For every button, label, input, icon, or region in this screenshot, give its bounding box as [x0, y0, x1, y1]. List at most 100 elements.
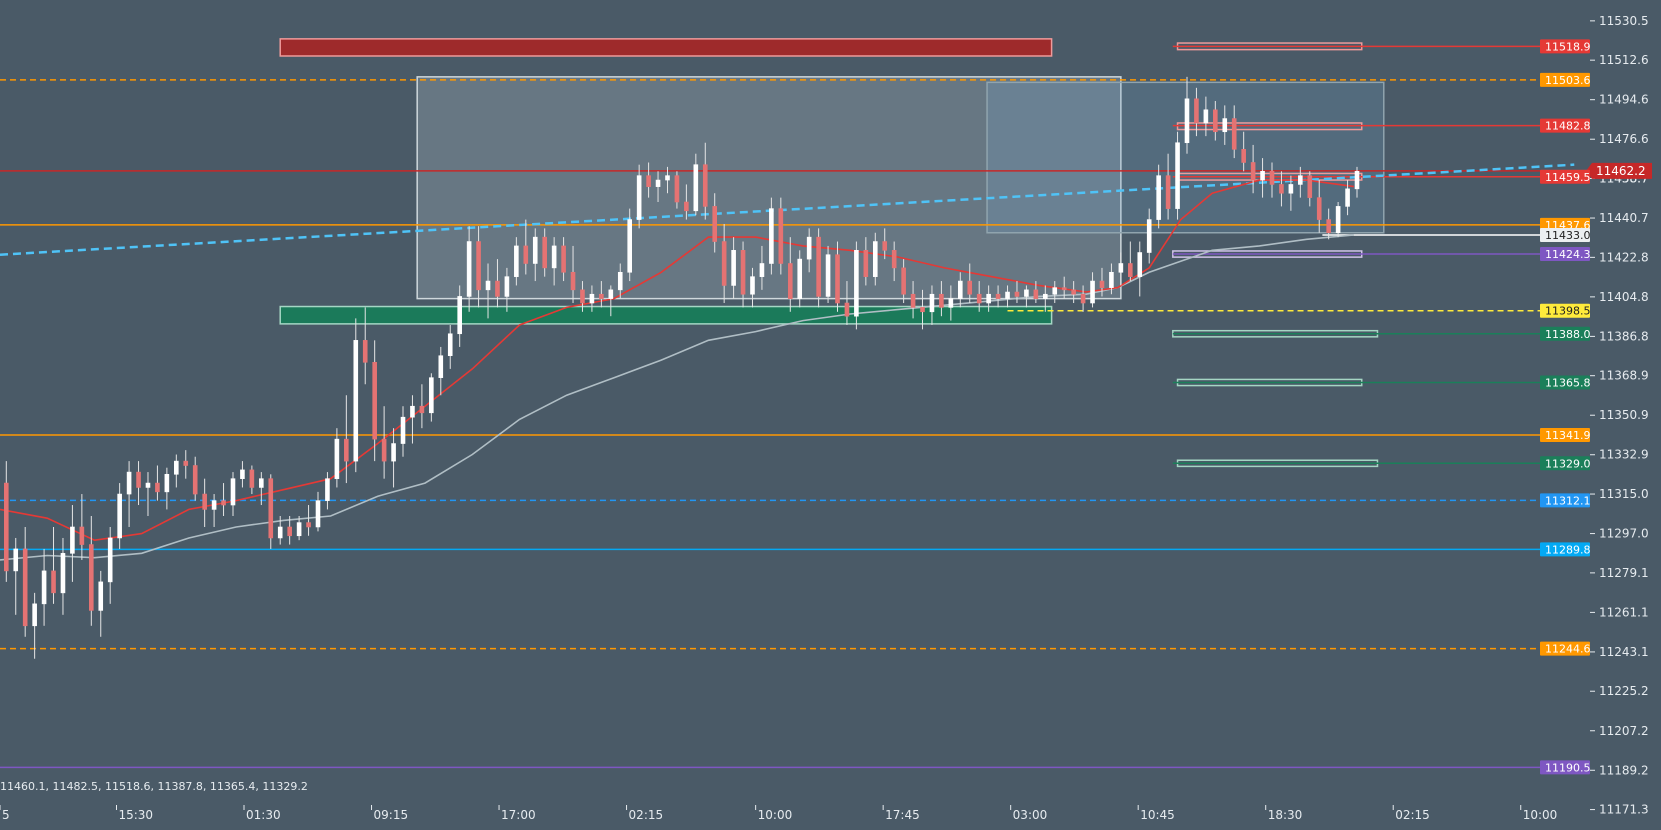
candle-body-135 [1279, 184, 1284, 194]
candle-body-7 [70, 526, 75, 554]
candle-body-16 [155, 482, 160, 493]
candle-body-31 [296, 522, 302, 537]
candle-body-15 [145, 482, 151, 488]
y-tick-label-1: 11512.6 [1599, 53, 1649, 67]
x-tick-label-3: 09:15 [374, 808, 409, 822]
candle-body-34 [325, 478, 330, 501]
candle-body-123 [1165, 175, 1171, 209]
x-tick-label-0: 5 [2, 808, 10, 822]
candle-body-61 [580, 289, 585, 304]
price-badge-8 [1540, 303, 1590, 318]
candle-body-52 [495, 280, 500, 297]
candle-body-45 [429, 377, 434, 414]
candle-body-114 [1080, 293, 1086, 304]
candle-body-107 [1014, 291, 1020, 297]
price-badge-label-12: 11329.0 [1545, 457, 1591, 470]
candle-body-87 [825, 254, 831, 297]
candle-body-75 [712, 206, 718, 242]
price-badge-label-7: 11424.3 [1545, 248, 1591, 261]
price-axis[interactable]: 11530.511512.611494.611476.611458.711440… [1590, 14, 1649, 817]
candle-body-35 [334, 438, 340, 479]
candle-body-142 [1345, 188, 1350, 207]
x-tick-label-6: 10:00 [758, 808, 793, 822]
candle-body-8 [79, 526, 85, 545]
price-badge-13 [1540, 493, 1590, 508]
candle-body-65 [617, 271, 623, 291]
candle-body-111 [1052, 287, 1058, 295]
candle-body-43 [410, 405, 415, 418]
candle-body-110 [1043, 293, 1048, 299]
candle-body-20 [192, 465, 198, 495]
y-tick-label-13: 11297.0 [1599, 527, 1649, 541]
candles-layer [3, 76, 1360, 659]
candle-body-94 [891, 250, 897, 269]
y-tick-label-12: 11315.0 [1599, 487, 1649, 501]
candle-body-112 [1061, 287, 1067, 291]
last-price-label: 11462.2 [1596, 164, 1646, 178]
y-tick-label-15: 11261.1 [1599, 605, 1649, 619]
candle-body-37 [353, 340, 359, 462]
candle-body-39 [372, 362, 377, 440]
y-tick-label-18: 11207.2 [1599, 724, 1649, 738]
moving-averages-layer [0, 179, 1355, 561]
candle-body-101 [957, 280, 963, 299]
candle-body-115 [1090, 280, 1095, 304]
indicator-values-legend: 11460.1, 11482.5, 11518.6, 11387.8, 1136… [0, 780, 308, 793]
candle-body-2 [22, 548, 28, 627]
candle-body-49 [466, 241, 472, 297]
candle-body-55 [523, 245, 529, 264]
candle-body-18 [174, 460, 179, 475]
time-axis[interactable]: 5 15:30 01:30 09:15 17:00 02:15 10:00 17:45 03:0… [0, 805, 1557, 822]
x-tick-label-8: 03:00 [1013, 808, 1048, 822]
x-tick-label-9: 10:45 [1140, 808, 1175, 822]
candle-body-24 [230, 478, 236, 506]
y-tick-label-19: 11189.2 [1599, 763, 1649, 777]
candle-body-132 [1250, 162, 1256, 181]
last-price-badge [1586, 162, 1652, 179]
candle-body-100 [948, 298, 954, 308]
candle-body-133 [1260, 170, 1265, 181]
x-tick-label-7: 17:45 [885, 808, 920, 822]
zones-layer [279, 38, 1385, 468]
candle-body-9 [89, 544, 94, 611]
y-tick-label-6: 11422.8 [1599, 250, 1649, 264]
candle-body-69 [655, 179, 661, 187]
candle-body-53 [504, 276, 510, 297]
candle-body-66 [627, 219, 633, 273]
y-tick-label-17: 11225.2 [1599, 684, 1649, 698]
candle-body-139 [1316, 197, 1322, 220]
candle-body-32 [306, 522, 311, 528]
candle-body-64 [608, 289, 614, 299]
candle-body-67 [636, 175, 642, 220]
candle-body-14 [136, 471, 141, 488]
price-badge-10 [1540, 375, 1590, 390]
candle-body-103 [976, 293, 982, 304]
candle-body-70 [665, 175, 670, 181]
candle-body-57 [542, 236, 547, 269]
candle-body-136 [1288, 184, 1294, 194]
candle-body-137 [1298, 175, 1303, 185]
candle-body-104 [986, 293, 991, 304]
candle-body-28 [268, 478, 274, 539]
candle-body-72 [684, 201, 689, 212]
y-tick-label-3: 11476.6 [1599, 132, 1649, 146]
candle-body-90 [854, 250, 859, 317]
candle-body-91 [863, 250, 869, 277]
candle-body-105 [995, 293, 1001, 299]
zone-box-0 [279, 38, 1053, 57]
candle-body-23 [221, 500, 226, 506]
candle-body-22 [211, 500, 217, 510]
candle-body-119 [1128, 263, 1133, 277]
candle-body-17 [164, 473, 170, 493]
levels-layer [0, 45, 1590, 769]
candle-body-63 [599, 293, 604, 299]
price-badge-15 [1540, 641, 1590, 656]
candle-body-54 [514, 245, 519, 277]
price-badges-layer: 11518.911503.611482.811462.211459.511437… [1540, 39, 1652, 775]
candle-body-50 [476, 241, 481, 291]
candle-body-86 [816, 236, 821, 297]
candle-body-13 [126, 471, 132, 495]
candle-body-42 [400, 416, 406, 444]
